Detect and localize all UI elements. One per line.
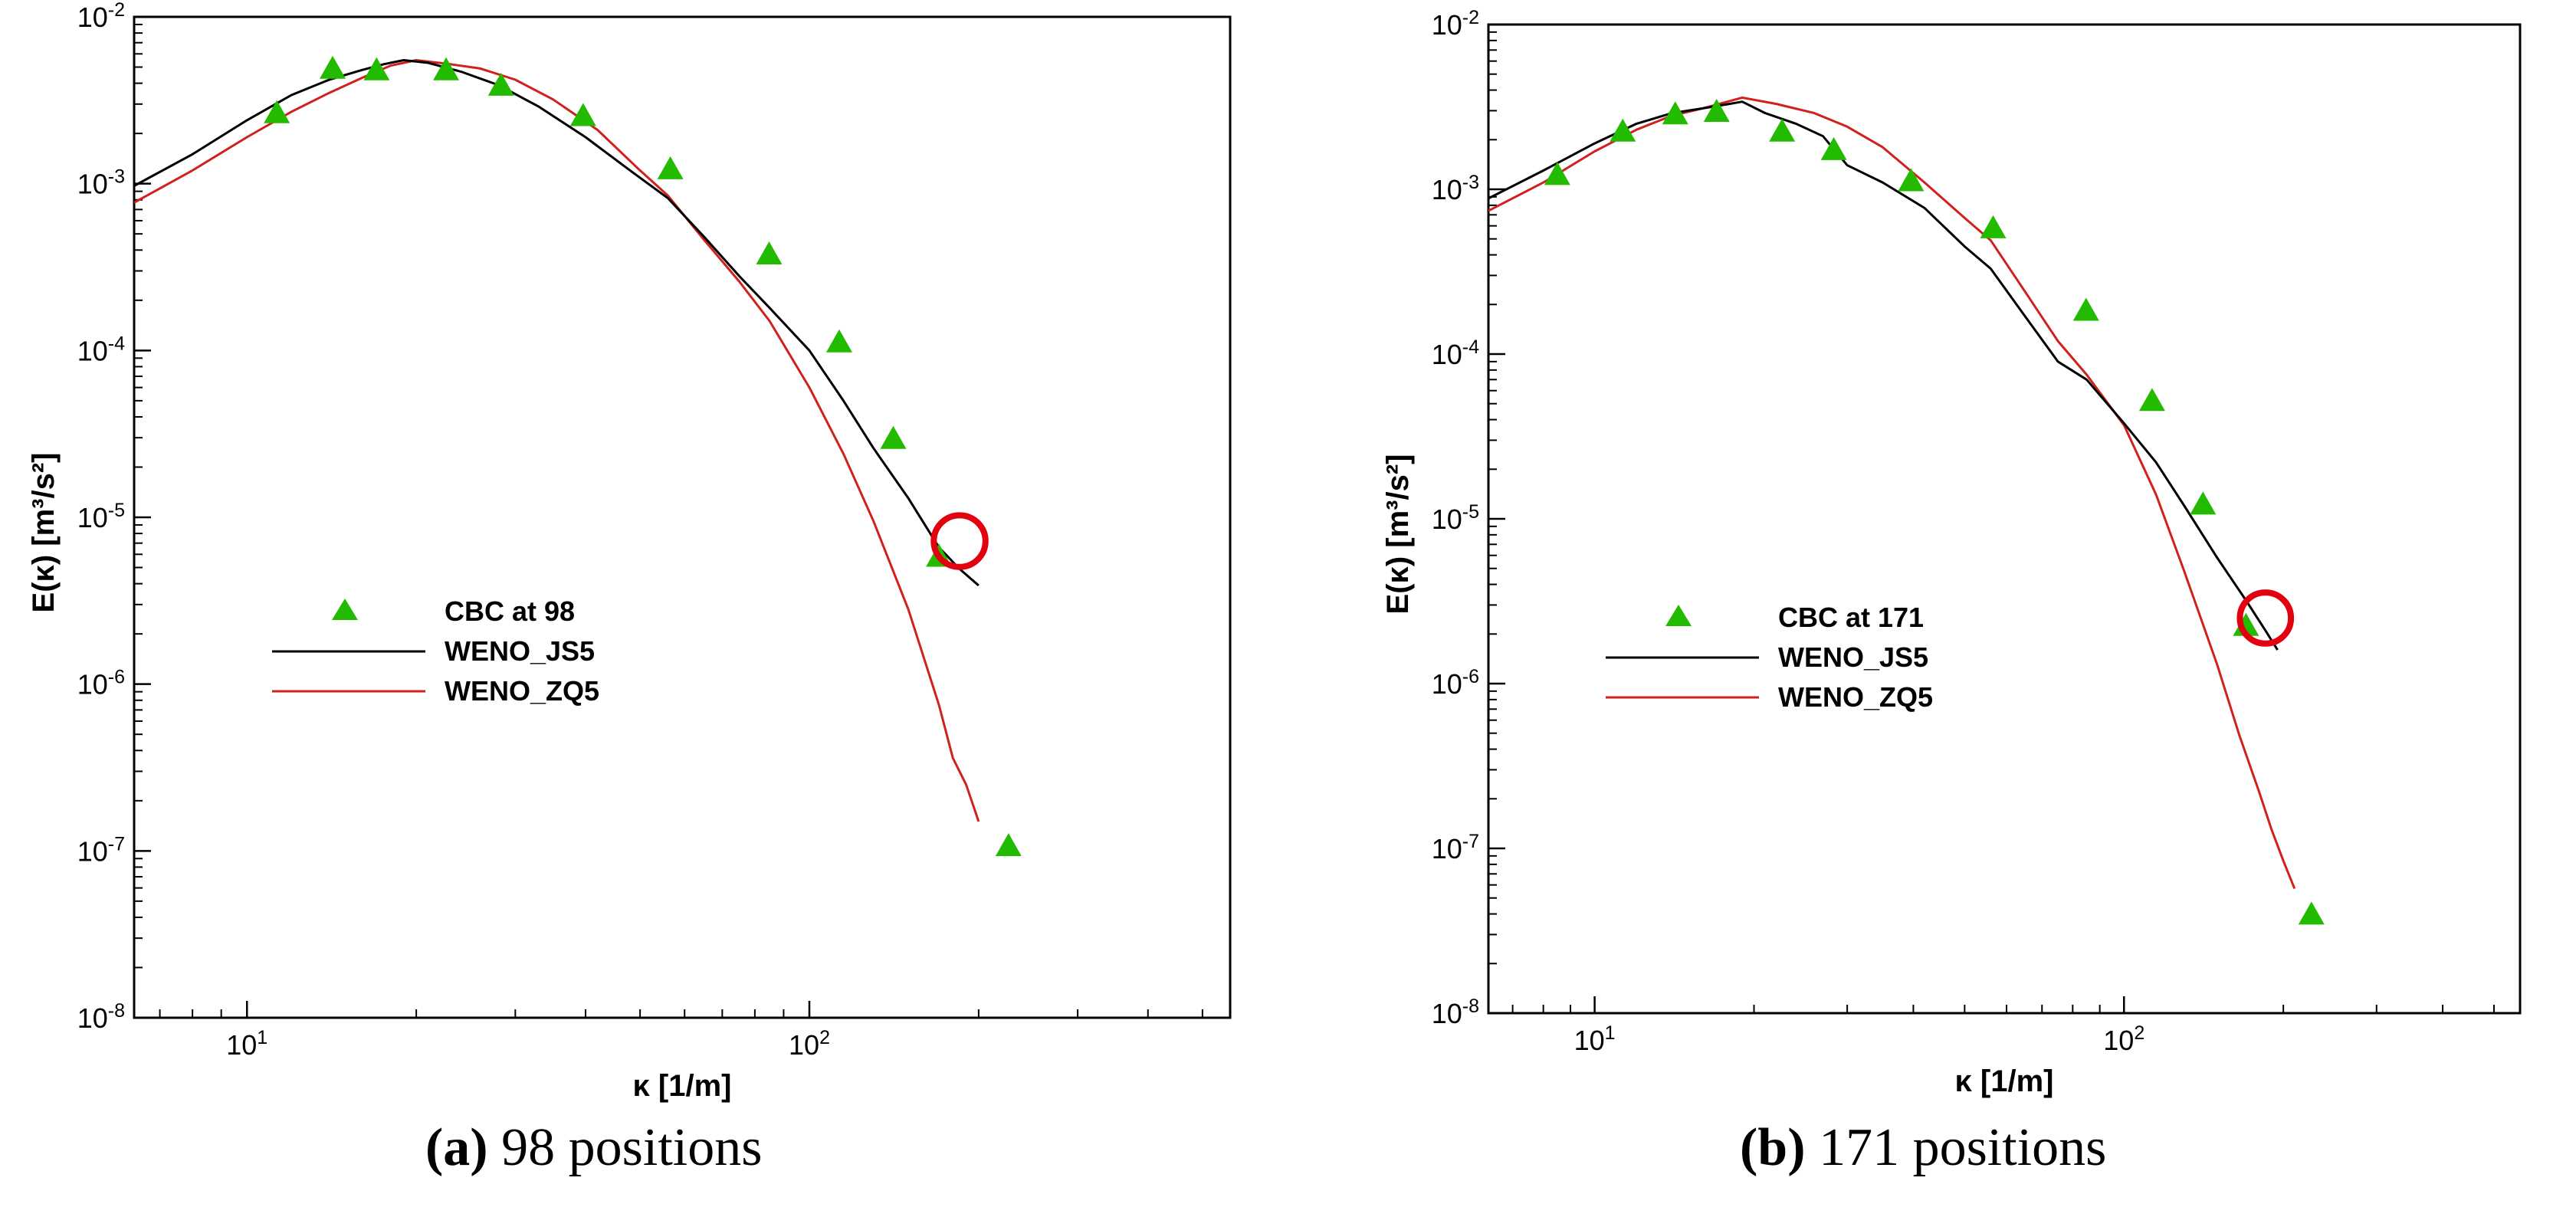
highlight-circle — [2236, 589, 2295, 647]
y-tick-label: 10-6 — [77, 667, 125, 700]
caption-a: (a) 98 positions — [425, 1117, 762, 1179]
x-tick-label: 102 — [789, 1027, 830, 1061]
cbc-data-point — [657, 156, 684, 179]
cbc-data-point — [1769, 118, 1796, 142]
cbc-data-point — [1820, 136, 1847, 160]
cbc-data-point — [487, 72, 514, 96]
plot-area — [1488, 96, 2325, 925]
legend-label: CBC at 98 — [445, 595, 575, 627]
cbc-data-point — [1544, 162, 1570, 185]
series-line-weno-js5 — [1488, 100, 2279, 651]
cbc-data-point — [2298, 901, 2325, 925]
cbc-data-point — [1898, 168, 1925, 192]
caption-b-label: (b) — [1740, 1118, 1806, 1177]
y-axis-label: E(κ) [m³/s²] — [1381, 454, 1415, 615]
legend-marker — [332, 599, 358, 620]
plot-frame — [133, 15, 1232, 1019]
plot-frame — [1487, 23, 2522, 1015]
y-tick-label: 10-7 — [77, 833, 125, 867]
y-tick-label: 10-4 — [1432, 336, 1479, 370]
cbc-data-point — [1610, 118, 1636, 142]
cbc-data-point — [995, 833, 1022, 857]
cbc-data-point — [2138, 388, 2165, 412]
legend-marker — [1665, 605, 1692, 626]
y-tick-label: 10-8 — [77, 1000, 125, 1034]
legend-label: CBC at 171 — [1778, 602, 1924, 633]
caption-b: (b) 171 positions — [1740, 1117, 2106, 1179]
y-axis-label: E(κ) [m³/s²] — [27, 453, 61, 613]
series-line-weno-js5 — [134, 59, 980, 587]
caption-b-text: 171 positions — [1805, 1118, 2107, 1177]
caption-a-label: (a) — [425, 1118, 488, 1177]
x-tick-label: 101 — [1574, 1022, 1616, 1056]
series-line-weno-zq5 — [1488, 96, 2296, 890]
x-axis-label: κ [1/m] — [1955, 1064, 2054, 1098]
series-line-weno-zq5 — [134, 59, 980, 822]
legend-label: WENO_JS5 — [1778, 641, 1928, 673]
chart-a: 10-2 10-3 10-4 10-5 10-6 10-7 10-8 101 102 κ [1/m… — [27, 0, 1232, 1103]
cbc-data-point — [825, 329, 852, 353]
cbc-data-point — [1980, 215, 2007, 238]
cbc-data-point — [363, 57, 390, 80]
y-tick-label: 10-2 — [1432, 7, 1479, 41]
legend-label: WENO_ZQ5 — [445, 675, 599, 707]
cbc-data-point — [2190, 491, 2217, 515]
x-axis-label: κ [1/m] — [633, 1069, 732, 1103]
highlight-circle — [930, 512, 989, 570]
legend-label: WENO_JS5 — [445, 635, 595, 667]
y-tick-label: 10-2 — [77, 0, 125, 33]
y-tick-label: 10-5 — [1432, 501, 1479, 535]
chart-b: 10-2 10-3 10-4 10-5 10-6 10-7 10-8 101 102 κ [1/m… — [1381, 7, 2522, 1098]
cbc-data-point — [2233, 612, 2259, 636]
plot-area — [134, 55, 1022, 857]
legend-label: WENO_ZQ5 — [1778, 681, 1933, 713]
cbc-data-point — [319, 55, 346, 79]
cbc-data-point — [264, 100, 290, 123]
y-tick-label: 10-4 — [77, 333, 125, 366]
y-tick-label: 10-3 — [77, 166, 125, 200]
x-tick-label: 102 — [2103, 1022, 2144, 1056]
y-tick-label: 10-3 — [1432, 172, 1479, 205]
y-tick-label: 10-6 — [1432, 666, 1479, 700]
cbc-data-point — [880, 425, 907, 449]
cbc-data-point — [1662, 101, 1688, 125]
y-tick-label: 10-5 — [77, 500, 125, 533]
cbc-data-point — [569, 103, 596, 126]
y-tick-label: 10-7 — [1432, 831, 1479, 864]
cbc-data-point — [1703, 98, 1730, 122]
cbc-data-point — [2072, 297, 2099, 321]
caption-a-text: 98 positions — [487, 1118, 763, 1177]
x-tick-label: 101 — [226, 1027, 267, 1061]
y-tick-label: 10-8 — [1432, 996, 1479, 1029]
cbc-data-point — [756, 241, 783, 265]
cbc-data-point — [433, 57, 460, 80]
